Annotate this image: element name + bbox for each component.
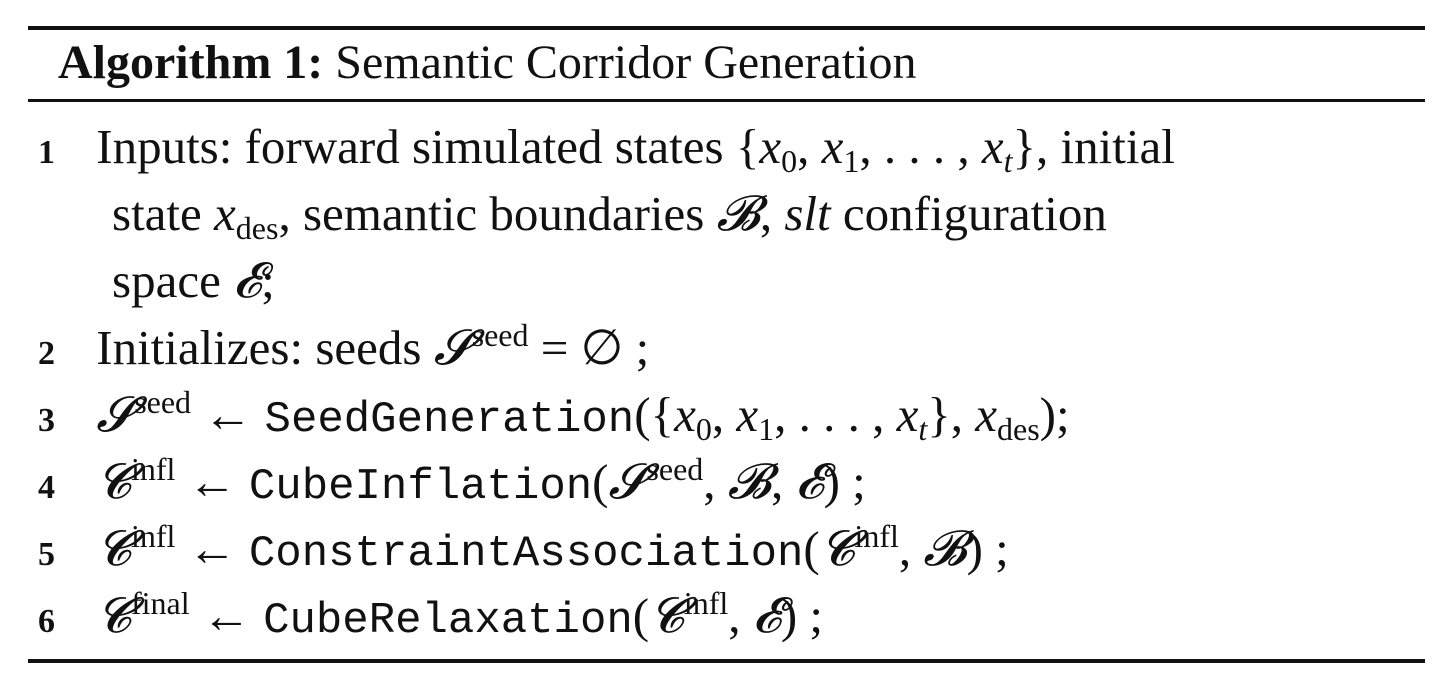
step-1-text-f: configuration — [842, 186, 1107, 241]
step-1-cont-1: state xdes, semantic boundaries 𝓑, slt c… — [112, 185, 1107, 246]
step-6: 6 𝓒final ← CubeRelaxation(𝓒infl, 𝓔) ; — [38, 583, 823, 655]
function-name: CubeInflation — [248, 462, 593, 512]
bottom-rule — [28, 659, 1425, 663]
function-name: ConstraintAssociation — [248, 529, 804, 579]
step-2-text: Initializes: seeds — [96, 320, 422, 375]
step-2: 2 Initializes: seeds 𝓢seed = ∅ ; — [38, 315, 649, 387]
step-1-text-d: , semantic boundaries — [278, 186, 705, 241]
top-rule — [28, 26, 1425, 30]
step-1-text-e: , — [759, 186, 773, 241]
algorithm-name: Semantic Corridor Generation — [335, 36, 917, 89]
line-number: 5 — [38, 536, 55, 573]
algorithm-label: Algorithm 1: — [58, 36, 324, 89]
function-name: SeedGeneration — [264, 395, 635, 445]
algorithm-title: Algorithm 1: Semantic Corridor Generatio… — [58, 31, 916, 95]
step-1-text-g: space — [112, 253, 221, 308]
step-1-text-h: ; — [261, 253, 275, 308]
step-1: 1 Inputs: forward simulated states {x0, … — [38, 114, 1175, 186]
line-number: 1 — [38, 134, 55, 171]
step-3: 3 𝓢seed ← SeedGeneration({x0, x1, . . . … — [38, 382, 1070, 454]
step-5: 5 𝓒infl ← ConstraintAssociation(𝓒infl, 𝓑… — [38, 516, 1009, 588]
line-number: 3 — [38, 402, 55, 439]
step-4: 4 𝓒infl ← CubeInflation(𝓢seed, 𝓑, 𝓔) ; — [38, 449, 866, 521]
step-1-text: Inputs: forward simulated states — [96, 119, 724, 174]
step-1-text-b: , initial — [1036, 119, 1175, 174]
step-1-text-c: state — [112, 186, 202, 241]
step-1-cont-2: space 𝓔; — [112, 252, 275, 309]
line-number: 4 — [38, 469, 55, 506]
header-rule — [28, 99, 1425, 102]
line-number: 6 — [38, 603, 55, 640]
line-number: 2 — [38, 335, 55, 372]
function-name: CubeRelaxation — [263, 596, 633, 646]
